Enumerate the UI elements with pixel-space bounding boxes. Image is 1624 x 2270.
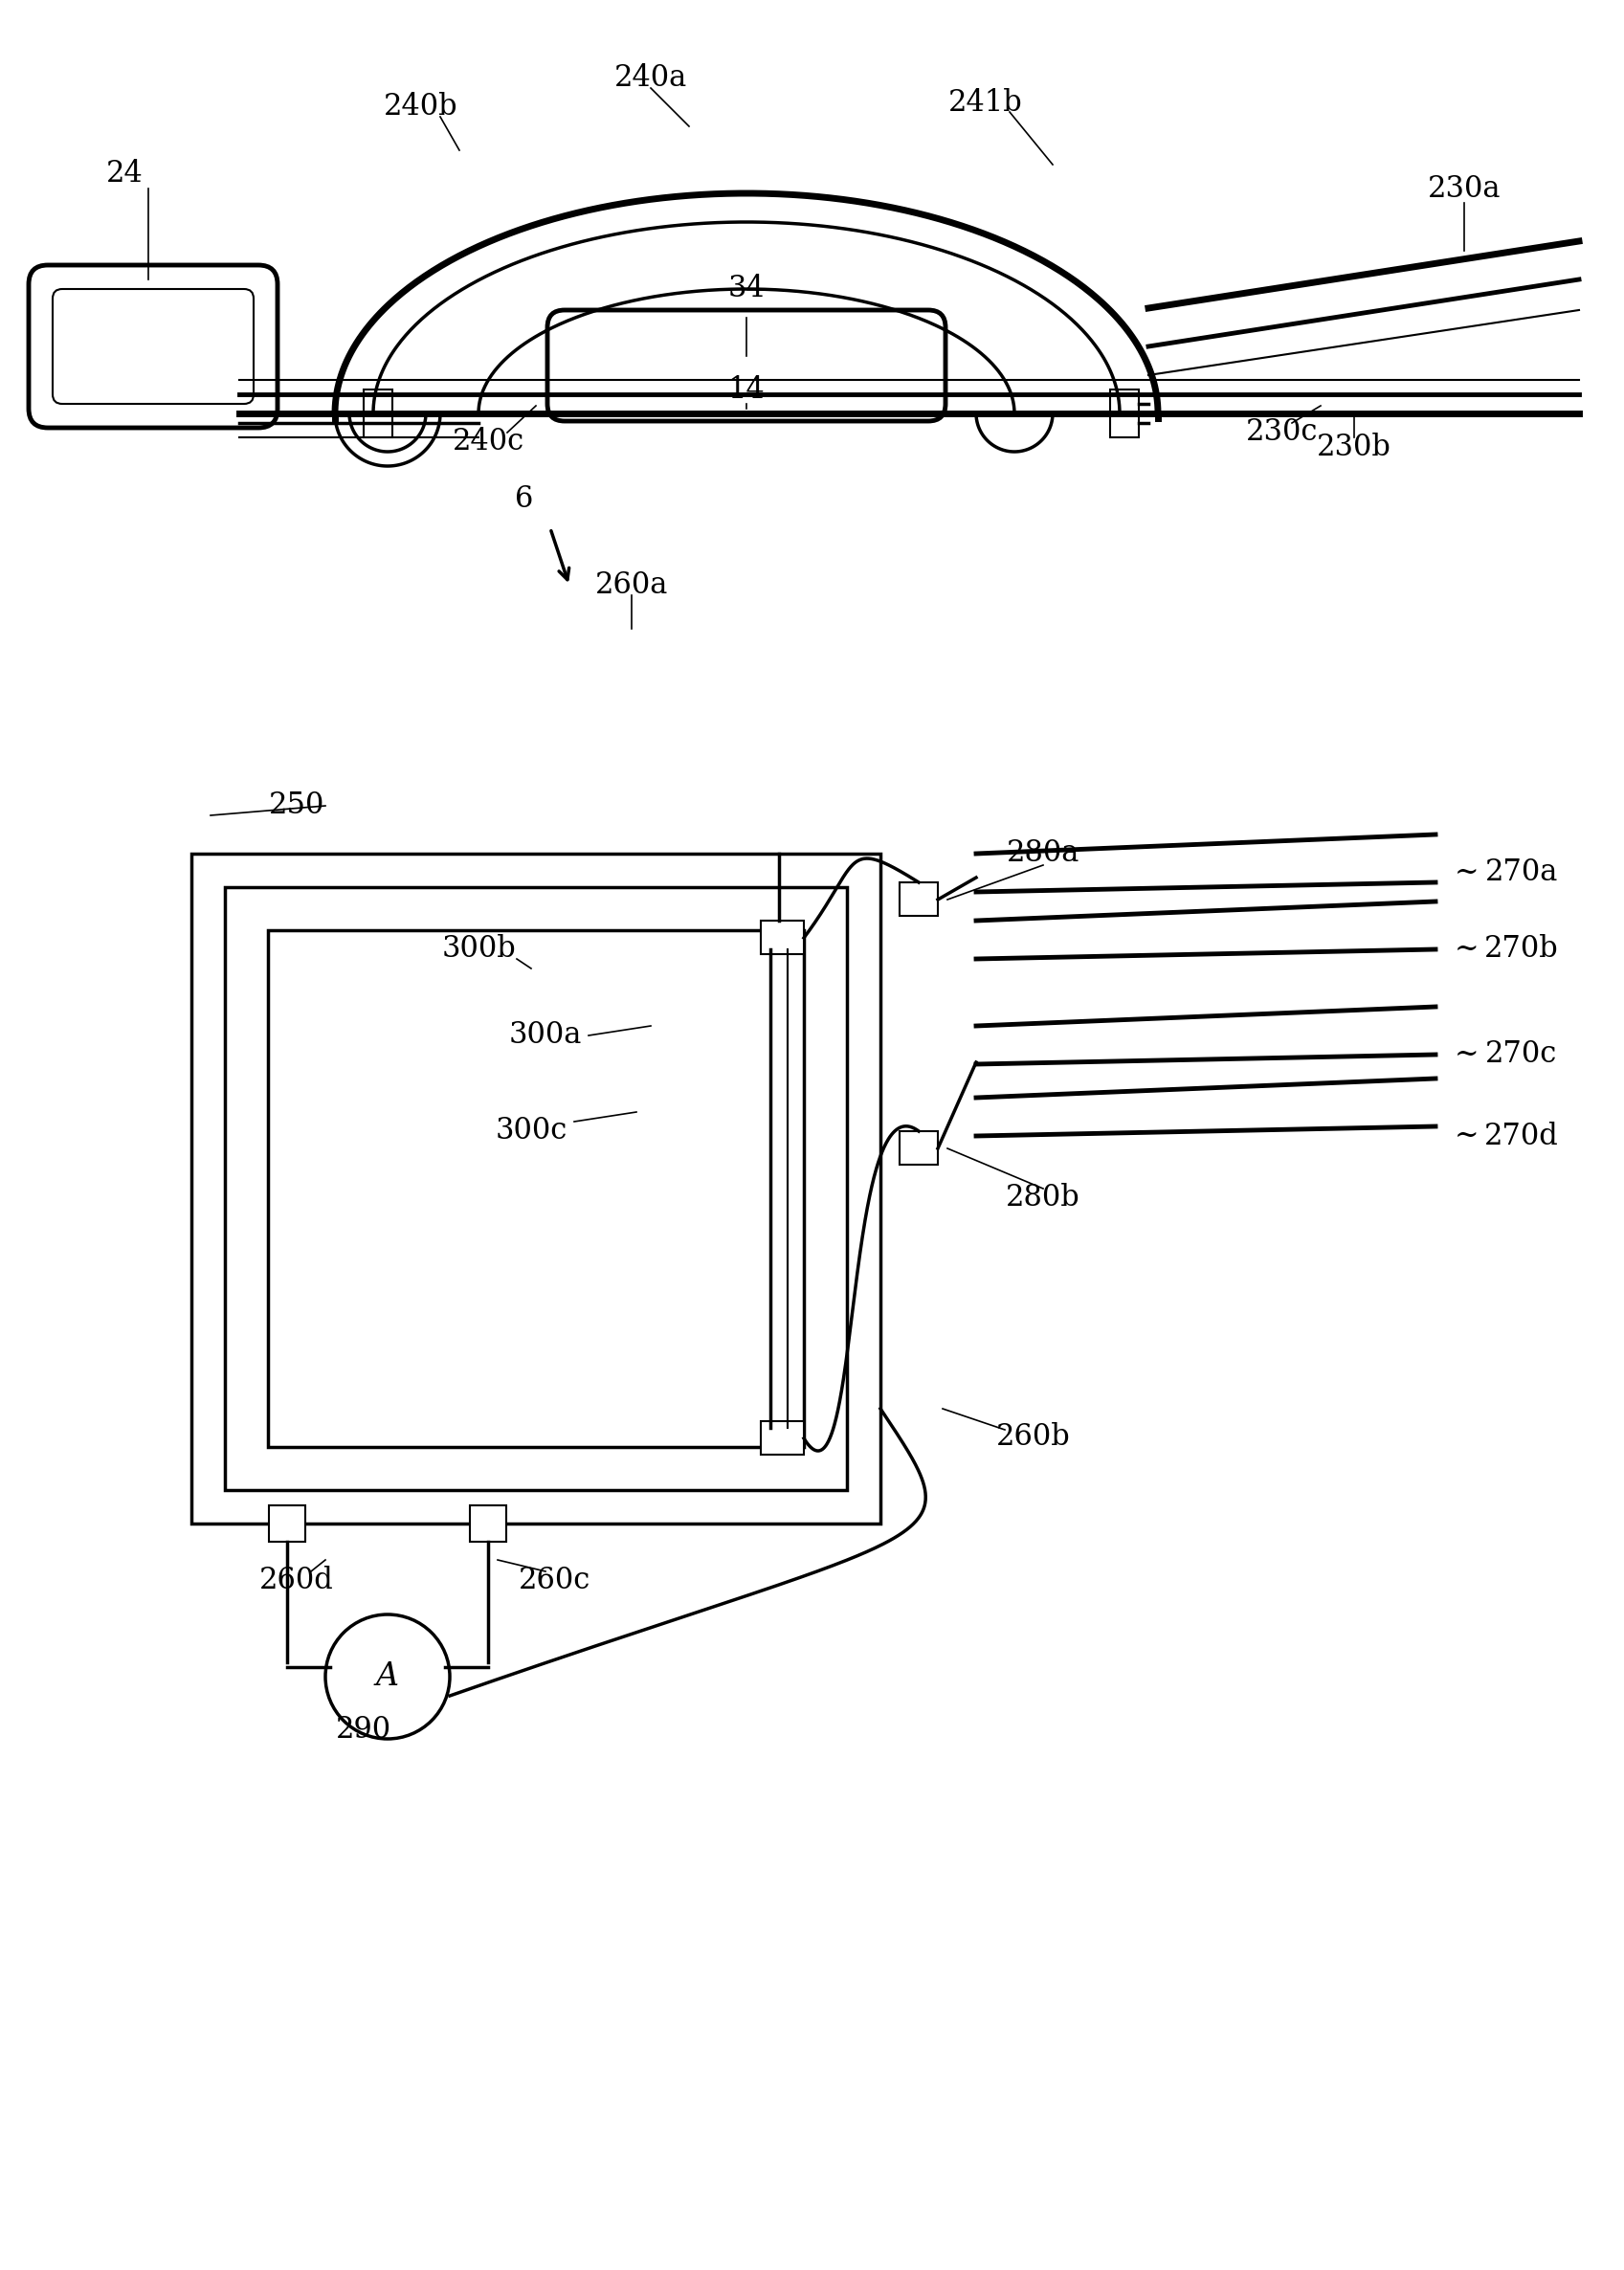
Text: 270c: 270c xyxy=(1486,1040,1557,1069)
Text: 280b: 280b xyxy=(1005,1183,1080,1212)
Text: 300b: 300b xyxy=(442,935,516,965)
Text: 6: 6 xyxy=(515,486,534,515)
Bar xyxy=(192,854,880,1523)
Bar xyxy=(900,1130,937,1165)
Text: ~: ~ xyxy=(1453,858,1478,888)
Text: 270a: 270a xyxy=(1484,858,1557,888)
Text: 260a: 260a xyxy=(594,570,667,602)
FancyBboxPatch shape xyxy=(52,288,253,404)
Bar xyxy=(268,931,804,1446)
Text: A: A xyxy=(377,1662,400,1691)
Text: 290: 290 xyxy=(336,1714,391,1743)
Text: 240c: 240c xyxy=(451,427,525,456)
Bar xyxy=(760,1421,804,1455)
Bar xyxy=(469,1505,507,1541)
Text: 250: 250 xyxy=(268,790,325,822)
Bar xyxy=(1111,390,1138,438)
Text: 270d: 270d xyxy=(1484,1121,1559,1151)
Text: 240b: 240b xyxy=(383,93,458,123)
Circle shape xyxy=(325,1614,450,1739)
Bar xyxy=(900,883,937,915)
Text: 240a: 240a xyxy=(614,64,687,93)
Bar xyxy=(760,922,804,953)
Text: 230b: 230b xyxy=(1317,431,1392,461)
Text: 230a: 230a xyxy=(1427,175,1501,204)
Bar xyxy=(270,1505,305,1541)
Bar xyxy=(224,888,848,1489)
Text: 280a: 280a xyxy=(1007,840,1080,869)
Text: 260c: 260c xyxy=(520,1566,591,1596)
Text: 300c: 300c xyxy=(495,1117,567,1146)
Text: 260b: 260b xyxy=(997,1423,1070,1453)
Text: 14: 14 xyxy=(728,375,765,404)
Bar xyxy=(364,390,393,438)
Text: 260d: 260d xyxy=(260,1566,335,1596)
Text: ~: ~ xyxy=(1453,1121,1478,1151)
Text: 230c: 230c xyxy=(1246,418,1319,447)
Text: ~: ~ xyxy=(1453,1040,1478,1069)
Text: 34: 34 xyxy=(728,275,765,304)
Text: 300a: 300a xyxy=(508,1022,581,1051)
Text: ~: ~ xyxy=(1453,935,1478,965)
Text: 24: 24 xyxy=(106,159,143,188)
FancyBboxPatch shape xyxy=(547,311,945,420)
FancyBboxPatch shape xyxy=(29,266,278,427)
Text: 270b: 270b xyxy=(1484,935,1559,965)
Text: 241b: 241b xyxy=(948,89,1023,118)
